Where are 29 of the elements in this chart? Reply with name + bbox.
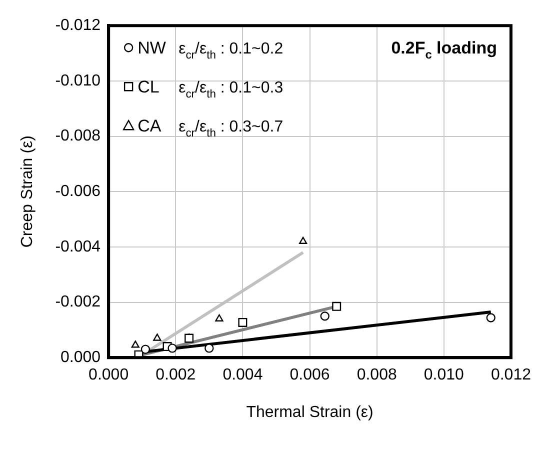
point xyxy=(153,334,162,341)
point xyxy=(140,344,150,354)
y-tick-label: -0.010 xyxy=(55,72,101,90)
x-axis-title: Thermal Strain (ε) xyxy=(246,404,374,421)
x-tick-label: 0.006 xyxy=(290,366,330,384)
y-tick-label: -0.012 xyxy=(55,17,101,34)
legend-label: CL xyxy=(138,78,160,97)
y-tick-label: -0.006 xyxy=(55,183,101,200)
y-tick-label: -0.008 xyxy=(55,128,101,145)
x-tick-label: 0.000 xyxy=(88,366,129,384)
point xyxy=(486,313,496,322)
point xyxy=(299,236,308,244)
point xyxy=(131,340,140,348)
x-tick-label: 0.002 xyxy=(156,366,196,384)
y-axis-title: Creep Strain (ε) xyxy=(19,136,36,248)
legend-label: NW xyxy=(138,38,166,58)
point xyxy=(320,312,330,321)
y-tick-label: 0.000 xyxy=(60,349,101,366)
y-tick-label: -0.002 xyxy=(55,294,101,311)
y-tick-label: -0.004 xyxy=(55,238,101,256)
point xyxy=(332,302,342,311)
point xyxy=(238,318,248,327)
point xyxy=(168,344,177,353)
x-tick-label: 0.004 xyxy=(222,366,263,384)
x-tick-label: 0.008 xyxy=(356,366,397,384)
x-tick-label: 0.012 xyxy=(490,366,532,384)
legend-label: CA xyxy=(138,116,162,136)
point xyxy=(215,314,224,322)
x-tick-label: 0.010 xyxy=(424,366,464,384)
